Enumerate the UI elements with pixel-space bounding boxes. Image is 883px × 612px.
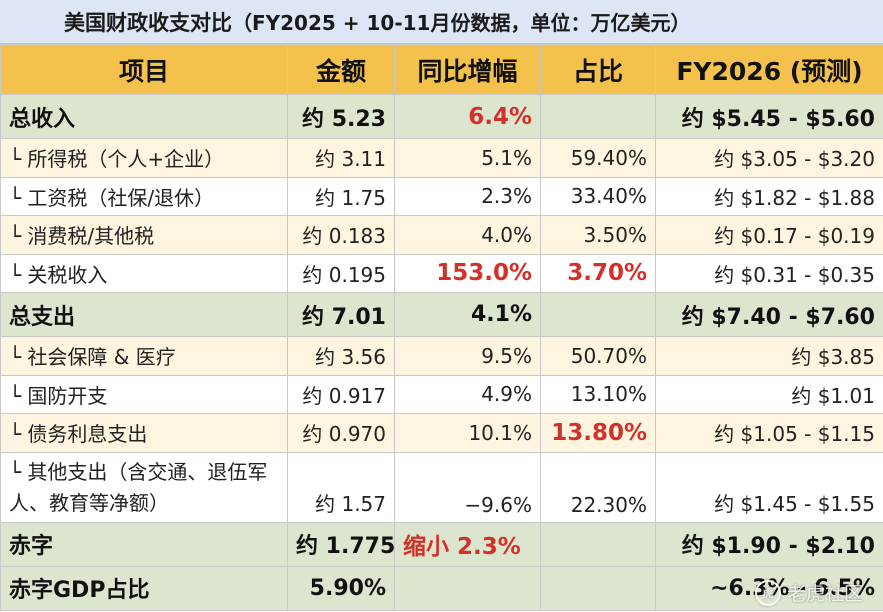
- table-row: └ 消费税/其他税约 0.183 4.0% 3.50% 约 $0.17 - $0.19: [0, 215, 883, 255]
- cell-forecast: 约 $0.17 - $0.19: [655, 215, 883, 255]
- cell-amount: 约 0.183: [287, 215, 395, 255]
- cell-share: [540, 94, 656, 139]
- cell-yoy: 4.9%: [394, 374, 541, 414]
- cell-item: └ 社会保障 & 医疗: [0, 336, 288, 376]
- cell-forecast: 约 $1.90 - $2.10: [655, 521, 883, 567]
- column-header-amount: 金额: [287, 44, 395, 95]
- cell-share: 50.70%: [540, 336, 656, 376]
- table-row: └ 关税收入约 0.195 153.0% 3.70% 约 $0.31 - $0.35: [0, 253, 883, 293]
- total-row: 赤字约 1.775 缩小 2.3% 约 $1.90 - $2.10: [0, 521, 883, 567]
- table-title: 美国财政收支对比 （FY2025 + 10-11月份数据，单位：万亿美元）: [0, 0, 883, 44]
- cell-yoy: −9.6%: [394, 451, 541, 523]
- cell-yoy: 4.0%: [394, 215, 541, 255]
- cell-item: 赤字GDP占比: [0, 565, 288, 611]
- cell-yoy: 9.5%: [394, 336, 541, 376]
- cell-amount: 约 1.57: [287, 451, 395, 523]
- table-row: └ 工资税（社保/退休）约 1.75 2.3% 33.40% 约 $1.82 - $1…: [0, 176, 883, 216]
- cell-amount: 约 5.23: [287, 94, 395, 139]
- total-row: 总收入约 5.23 6.4% 约 $5.45 - $5.60: [0, 94, 883, 139]
- cell-forecast: 约 $3.05 - $3.20: [655, 138, 883, 178]
- cell-yoy: 缩小 2.3%: [394, 521, 541, 567]
- cell-share: 22.30%: [540, 451, 656, 523]
- cell-share: [540, 521, 656, 567]
- cell-amount: 约 3.11: [287, 138, 395, 178]
- cell-yoy: 6.4%: [394, 94, 541, 139]
- cell-share: 3.50%: [540, 215, 656, 255]
- table-row: └ 其他支出（含交通、退伍军人、教育等净额）约 1.57 −9.6% 22.30% 约…: [0, 451, 883, 523]
- tiger-logo-icon: 虎: [754, 579, 781, 606]
- watermark-text: 老虎社区: [786, 583, 863, 605]
- cell-item: └ 债务利息支出: [0, 413, 288, 453]
- cell-share: 59.40%: [540, 138, 656, 178]
- cell-yoy: 10.1%: [394, 413, 541, 453]
- total-row: 总支出约 7.01 4.1% 约 $7.40 - $7.60: [0, 292, 883, 337]
- cell-amount: 约 1.775: [287, 521, 395, 567]
- cell-item: └ 消费税/其他税: [0, 215, 288, 255]
- cell-amount: 约 0.917: [287, 374, 395, 414]
- table-row: └ 债务利息支出约 0.970 10.1% 13.80% 约 $1.05 - $1.1…: [0, 413, 883, 453]
- total-row: 赤字GDP占比 5.90% ~6.3% - 6.5%: [0, 565, 883, 611]
- cell-amount: 约 0.195: [287, 253, 395, 293]
- watermark: 虎 老虎社区: [754, 579, 863, 606]
- table-row: └ 国防开支约 0.917 4.9% 13.10% 约 $1.01: [0, 374, 883, 414]
- cell-yoy: [394, 565, 541, 611]
- cell-forecast: 约 $0.31 - $0.35: [655, 253, 883, 293]
- cell-forecast: 约 $5.45 - $5.60: [655, 94, 883, 139]
- cell-share: 13.80%: [540, 413, 656, 453]
- cell-amount: 约 0.970: [287, 413, 395, 453]
- fiscal-table: 项目 金额 同比增幅 占比 FY2026 (预测) 总收入约 5.23 6.4% 约…: [0, 44, 883, 611]
- cell-amount: 约 1.75: [287, 176, 395, 216]
- cell-forecast: 约 $3.85: [655, 336, 883, 376]
- cell-amount: 约 7.01: [287, 292, 395, 337]
- cell-yoy: 4.1%: [394, 292, 541, 337]
- cell-item: └ 国防开支: [0, 374, 288, 414]
- cell-amount: 约 3.56: [287, 336, 395, 376]
- cell-share: [540, 292, 656, 337]
- cell-forecast: 约 $1.45 - $1.55: [655, 451, 883, 523]
- cell-amount: 5.90%: [287, 565, 395, 611]
- cell-share: [540, 565, 656, 611]
- column-header-item: 项目: [0, 44, 288, 95]
- title-subtitle: （FY2025 + 10-11月份数据，单位：万亿美元）: [232, 11, 691, 35]
- column-header-yoy: 同比增幅: [394, 44, 541, 95]
- cell-yoy: 2.3%: [394, 176, 541, 216]
- cell-item: └ 所得税（个人+企业）: [0, 138, 288, 178]
- cell-item: └ 关税收入: [0, 253, 288, 293]
- cell-forecast: 约 $1.82 - $1.88: [655, 176, 883, 216]
- title-main: 美国财政收支对比: [64, 10, 232, 35]
- cell-yoy: 153.0%: [394, 253, 541, 293]
- cell-item: 总支出: [0, 292, 288, 337]
- cell-forecast: 约 $1.05 - $1.15: [655, 413, 883, 453]
- cell-item: └ 其他支出（含交通、退伍军人、教育等净额）: [0, 451, 288, 523]
- cell-share: 13.10%: [540, 374, 656, 414]
- column-header-forecast: FY2026 (预测): [655, 44, 883, 95]
- table-row: └ 社会保障 & 医疗约 3.56 9.5% 50.70% 约 $3.85: [0, 336, 883, 376]
- column-header-share: 占比: [540, 44, 656, 95]
- cell-item: 总收入: [0, 94, 288, 139]
- cell-item: └ 工资税（社保/退休）: [0, 176, 288, 216]
- table-row: └ 所得税（个人+企业）约 3.11 5.1% 59.40% 约 $3.05 - $3…: [0, 138, 883, 178]
- cell-share: 33.40%: [540, 176, 656, 216]
- header-row: 项目 金额 同比增幅 占比 FY2026 (预测): [0, 44, 883, 95]
- cell-forecast: 约 $7.40 - $7.60: [655, 292, 883, 337]
- cell-item: 赤字: [0, 521, 288, 567]
- cell-share: 3.70%: [540, 253, 656, 293]
- cell-yoy: 5.1%: [394, 138, 541, 178]
- cell-forecast: 约 $1.01: [655, 374, 883, 414]
